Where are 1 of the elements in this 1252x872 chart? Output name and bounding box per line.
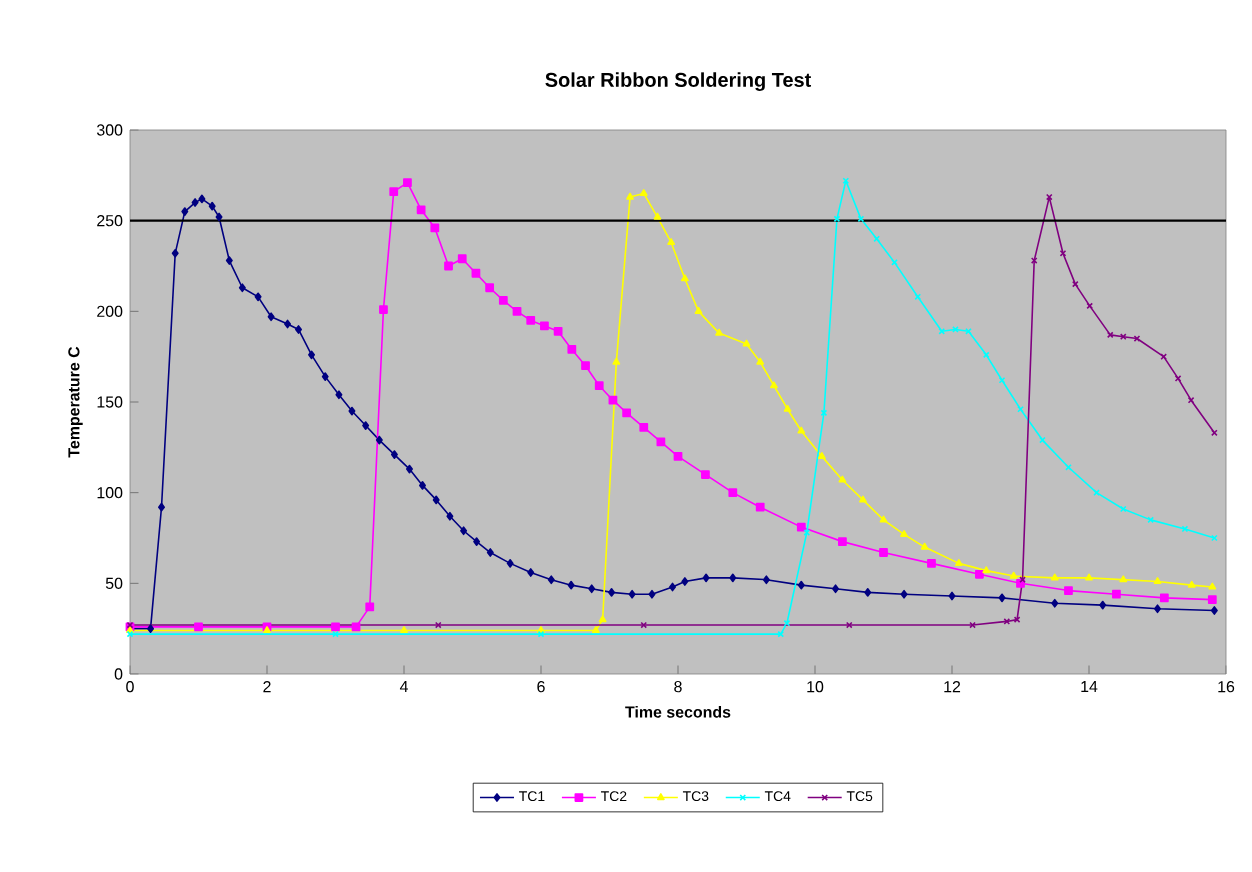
chart-title: Solar Ribbon Soldering Test — [545, 72, 812, 91]
